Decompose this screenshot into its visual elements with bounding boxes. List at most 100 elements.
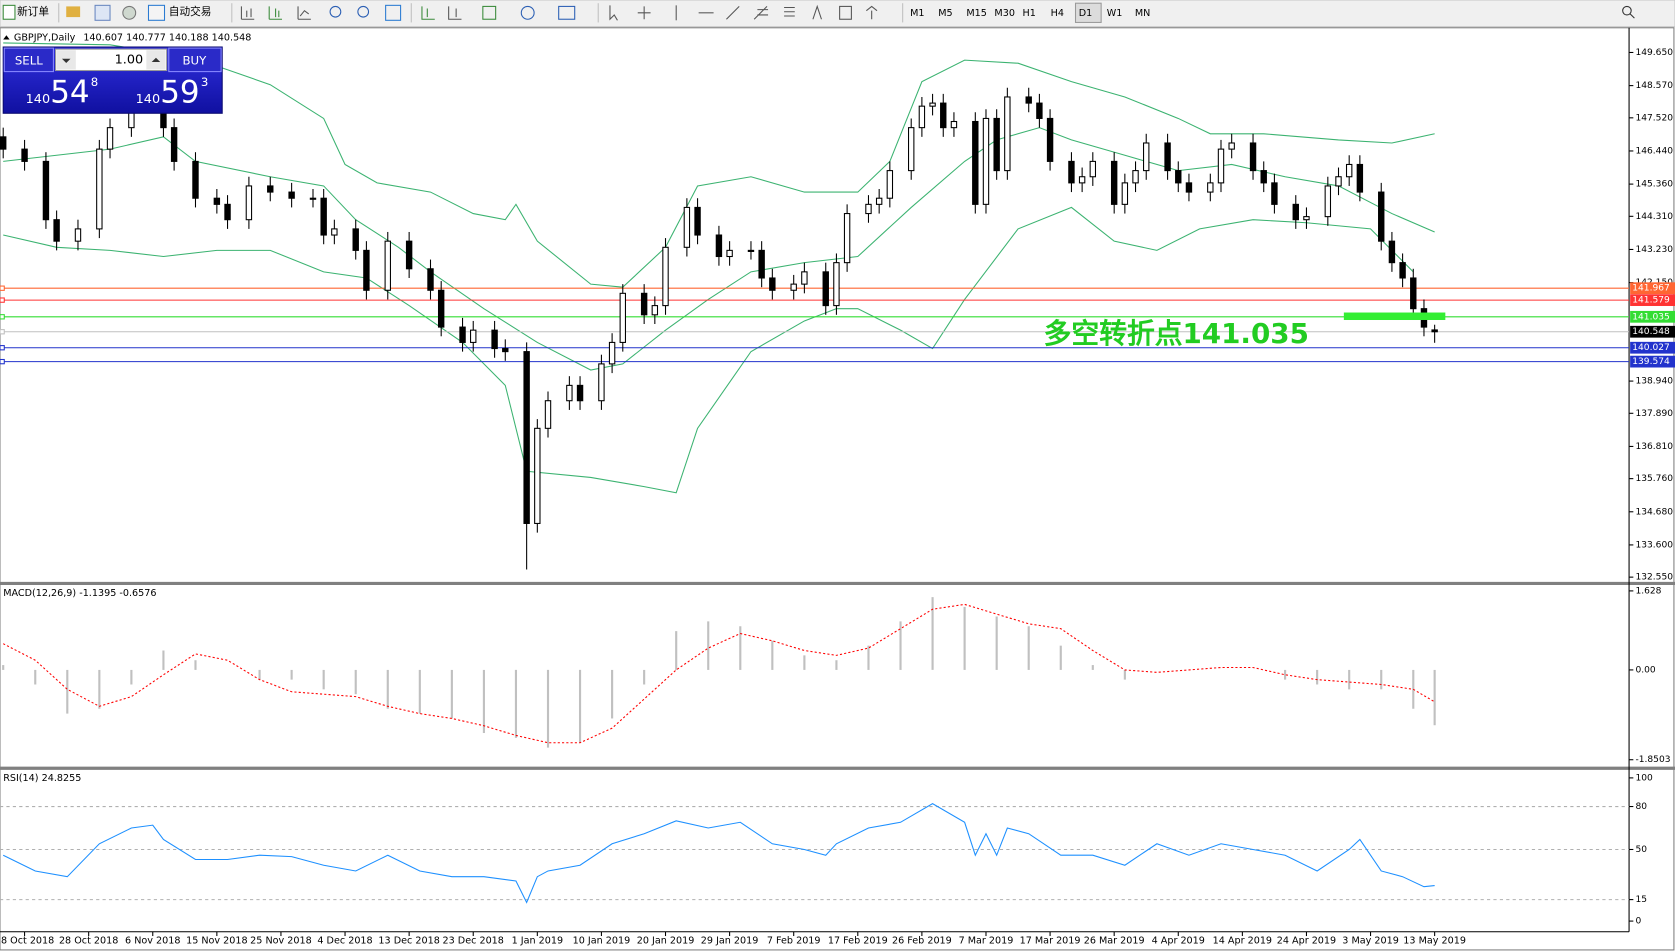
icon[interactable] bbox=[421, 6, 435, 20]
icon[interactable] bbox=[609, 5, 618, 21]
icon[interactable] bbox=[448, 6, 462, 20]
icon[interactable] bbox=[66, 6, 81, 18]
x-tick-label: 26 Mar 2019 bbox=[1084, 935, 1145, 946]
icon[interactable] bbox=[812, 4, 822, 20]
level-handle bbox=[0, 314, 5, 320]
icon[interactable] bbox=[558, 5, 576, 20]
sell-button[interactable] bbox=[3, 47, 54, 73]
new-order[interactable]: 新订单 bbox=[17, 5, 49, 18]
candle-body bbox=[42, 160, 50, 221]
new-order-icon[interactable] bbox=[2, 4, 16, 20]
icon[interactable] bbox=[122, 5, 137, 20]
candle-body bbox=[523, 351, 530, 524]
candle-body bbox=[1089, 160, 1097, 178]
timeframe[interactable]: M1 bbox=[910, 8, 924, 19]
candle-body bbox=[502, 348, 509, 353]
timeframe[interactable]: MN bbox=[1135, 8, 1150, 19]
y-tick-label: 15 bbox=[1635, 895, 1647, 905]
candle-body bbox=[544, 400, 552, 429]
candle-body bbox=[640, 292, 648, 316]
bid-pips[interactable]: 54 bbox=[50, 75, 89, 111]
auto-trading-icon[interactable] bbox=[147, 4, 166, 21]
buy-label[interactable]: BUY bbox=[182, 53, 207, 67]
candle-body bbox=[96, 148, 103, 230]
icon[interactable] bbox=[329, 5, 342, 18]
sell-label[interactable]: SELL bbox=[15, 53, 43, 67]
candle-body bbox=[918, 105, 926, 129]
bollinger-band bbox=[3, 42, 1435, 288]
timeframes: M1 M5 M15 M30 H1 H4 D1 W1 MN bbox=[910, 2, 1150, 23]
tool-icons bbox=[240, 4, 878, 21]
candle-body bbox=[1036, 102, 1043, 119]
candle-body bbox=[74, 228, 82, 242]
ask-point[interactable]: 3 bbox=[201, 75, 208, 89]
bollinger-band bbox=[3, 206, 1414, 494]
icon[interactable] bbox=[94, 4, 111, 21]
candle-body bbox=[566, 384, 573, 402]
candle-body bbox=[1356, 163, 1364, 193]
icon[interactable] bbox=[357, 5, 370, 18]
candle-body bbox=[1345, 163, 1353, 178]
candle-body bbox=[427, 268, 434, 291]
x-tick-label: 3 May 2019 bbox=[1342, 935, 1399, 946]
candle-body bbox=[363, 249, 370, 291]
icon[interactable] bbox=[839, 5, 852, 20]
candle-body bbox=[1292, 203, 1299, 221]
buy-button[interactable] bbox=[168, 47, 222, 73]
candle-body bbox=[1249, 142, 1257, 172]
y-tick-label: 133.600 bbox=[1635, 540, 1673, 550]
x-tick-label: 26 Feb 2019 bbox=[892, 935, 952, 946]
level-handle bbox=[0, 329, 5, 335]
candle-body bbox=[843, 213, 851, 264]
bid-big[interactable]: 140 bbox=[26, 92, 50, 107]
icon[interactable] bbox=[784, 6, 795, 17]
timeframe[interactable]: H1 bbox=[1023, 8, 1036, 19]
price-label: 140.027 bbox=[1632, 343, 1670, 353]
timeframe[interactable]: M15 bbox=[966, 8, 987, 19]
x-tick-label: 17 Mar 2019 bbox=[1020, 935, 1081, 946]
y-tick-label: 134.680 bbox=[1635, 507, 1673, 517]
candle-body bbox=[1132, 170, 1139, 184]
search-icon[interactable] bbox=[1629, 13, 1635, 19]
collapse-icon[interactable] bbox=[3, 35, 10, 40]
auto-trading[interactable]: 自动交易 bbox=[169, 5, 212, 18]
icon[interactable] bbox=[482, 5, 497, 20]
timeframe[interactable]: M5 bbox=[938, 8, 952, 19]
icon[interactable] bbox=[520, 5, 535, 20]
separators bbox=[58, 3, 904, 23]
icon[interactable] bbox=[385, 4, 402, 21]
candle-body bbox=[1378, 191, 1385, 242]
timeframe[interactable]: H4 bbox=[1051, 8, 1064, 19]
candle-body bbox=[940, 102, 947, 129]
timeframe[interactable]: D1 bbox=[1079, 8, 1093, 19]
icon[interactable] bbox=[637, 6, 651, 20]
icon[interactable] bbox=[753, 6, 769, 20]
ask-big[interactable]: 140 bbox=[136, 92, 160, 107]
candle-body bbox=[875, 197, 883, 205]
candle-body bbox=[1046, 117, 1054, 162]
level-handle bbox=[0, 285, 5, 291]
search-icon[interactable] bbox=[1622, 5, 1632, 16]
icon[interactable] bbox=[726, 6, 740, 20]
y-tick-label: 146.440 bbox=[1635, 146, 1673, 156]
y-tick-label: 80 bbox=[1635, 802, 1647, 812]
x-tick-label: 18 Oct 2018 bbox=[0, 935, 54, 946]
bid-point[interactable]: 8 bbox=[91, 75, 98, 89]
candle-body bbox=[801, 271, 808, 285]
x-tick-label: 1 Jan 2019 bbox=[512, 935, 563, 946]
level-handle bbox=[0, 358, 5, 365]
candle-body bbox=[213, 197, 221, 205]
icon[interactable] bbox=[240, 6, 255, 20]
x-tick-label: 10 Jan 2019 bbox=[573, 935, 631, 946]
lots[interactable]: 1.00 bbox=[115, 52, 144, 67]
timeframe[interactable]: W1 bbox=[1107, 8, 1123, 19]
icon[interactable] bbox=[866, 5, 878, 20]
candle-body bbox=[21, 148, 28, 162]
candle-body bbox=[715, 234, 723, 258]
icon[interactable] bbox=[297, 6, 311, 20]
icon[interactable] bbox=[268, 6, 283, 20]
lots-field[interactable] bbox=[55, 48, 168, 72]
timeframe[interactable]: M30 bbox=[994, 8, 1015, 19]
ask-pips[interactable]: 59 bbox=[160, 75, 199, 111]
y-tick-label: 50 bbox=[1635, 845, 1647, 855]
